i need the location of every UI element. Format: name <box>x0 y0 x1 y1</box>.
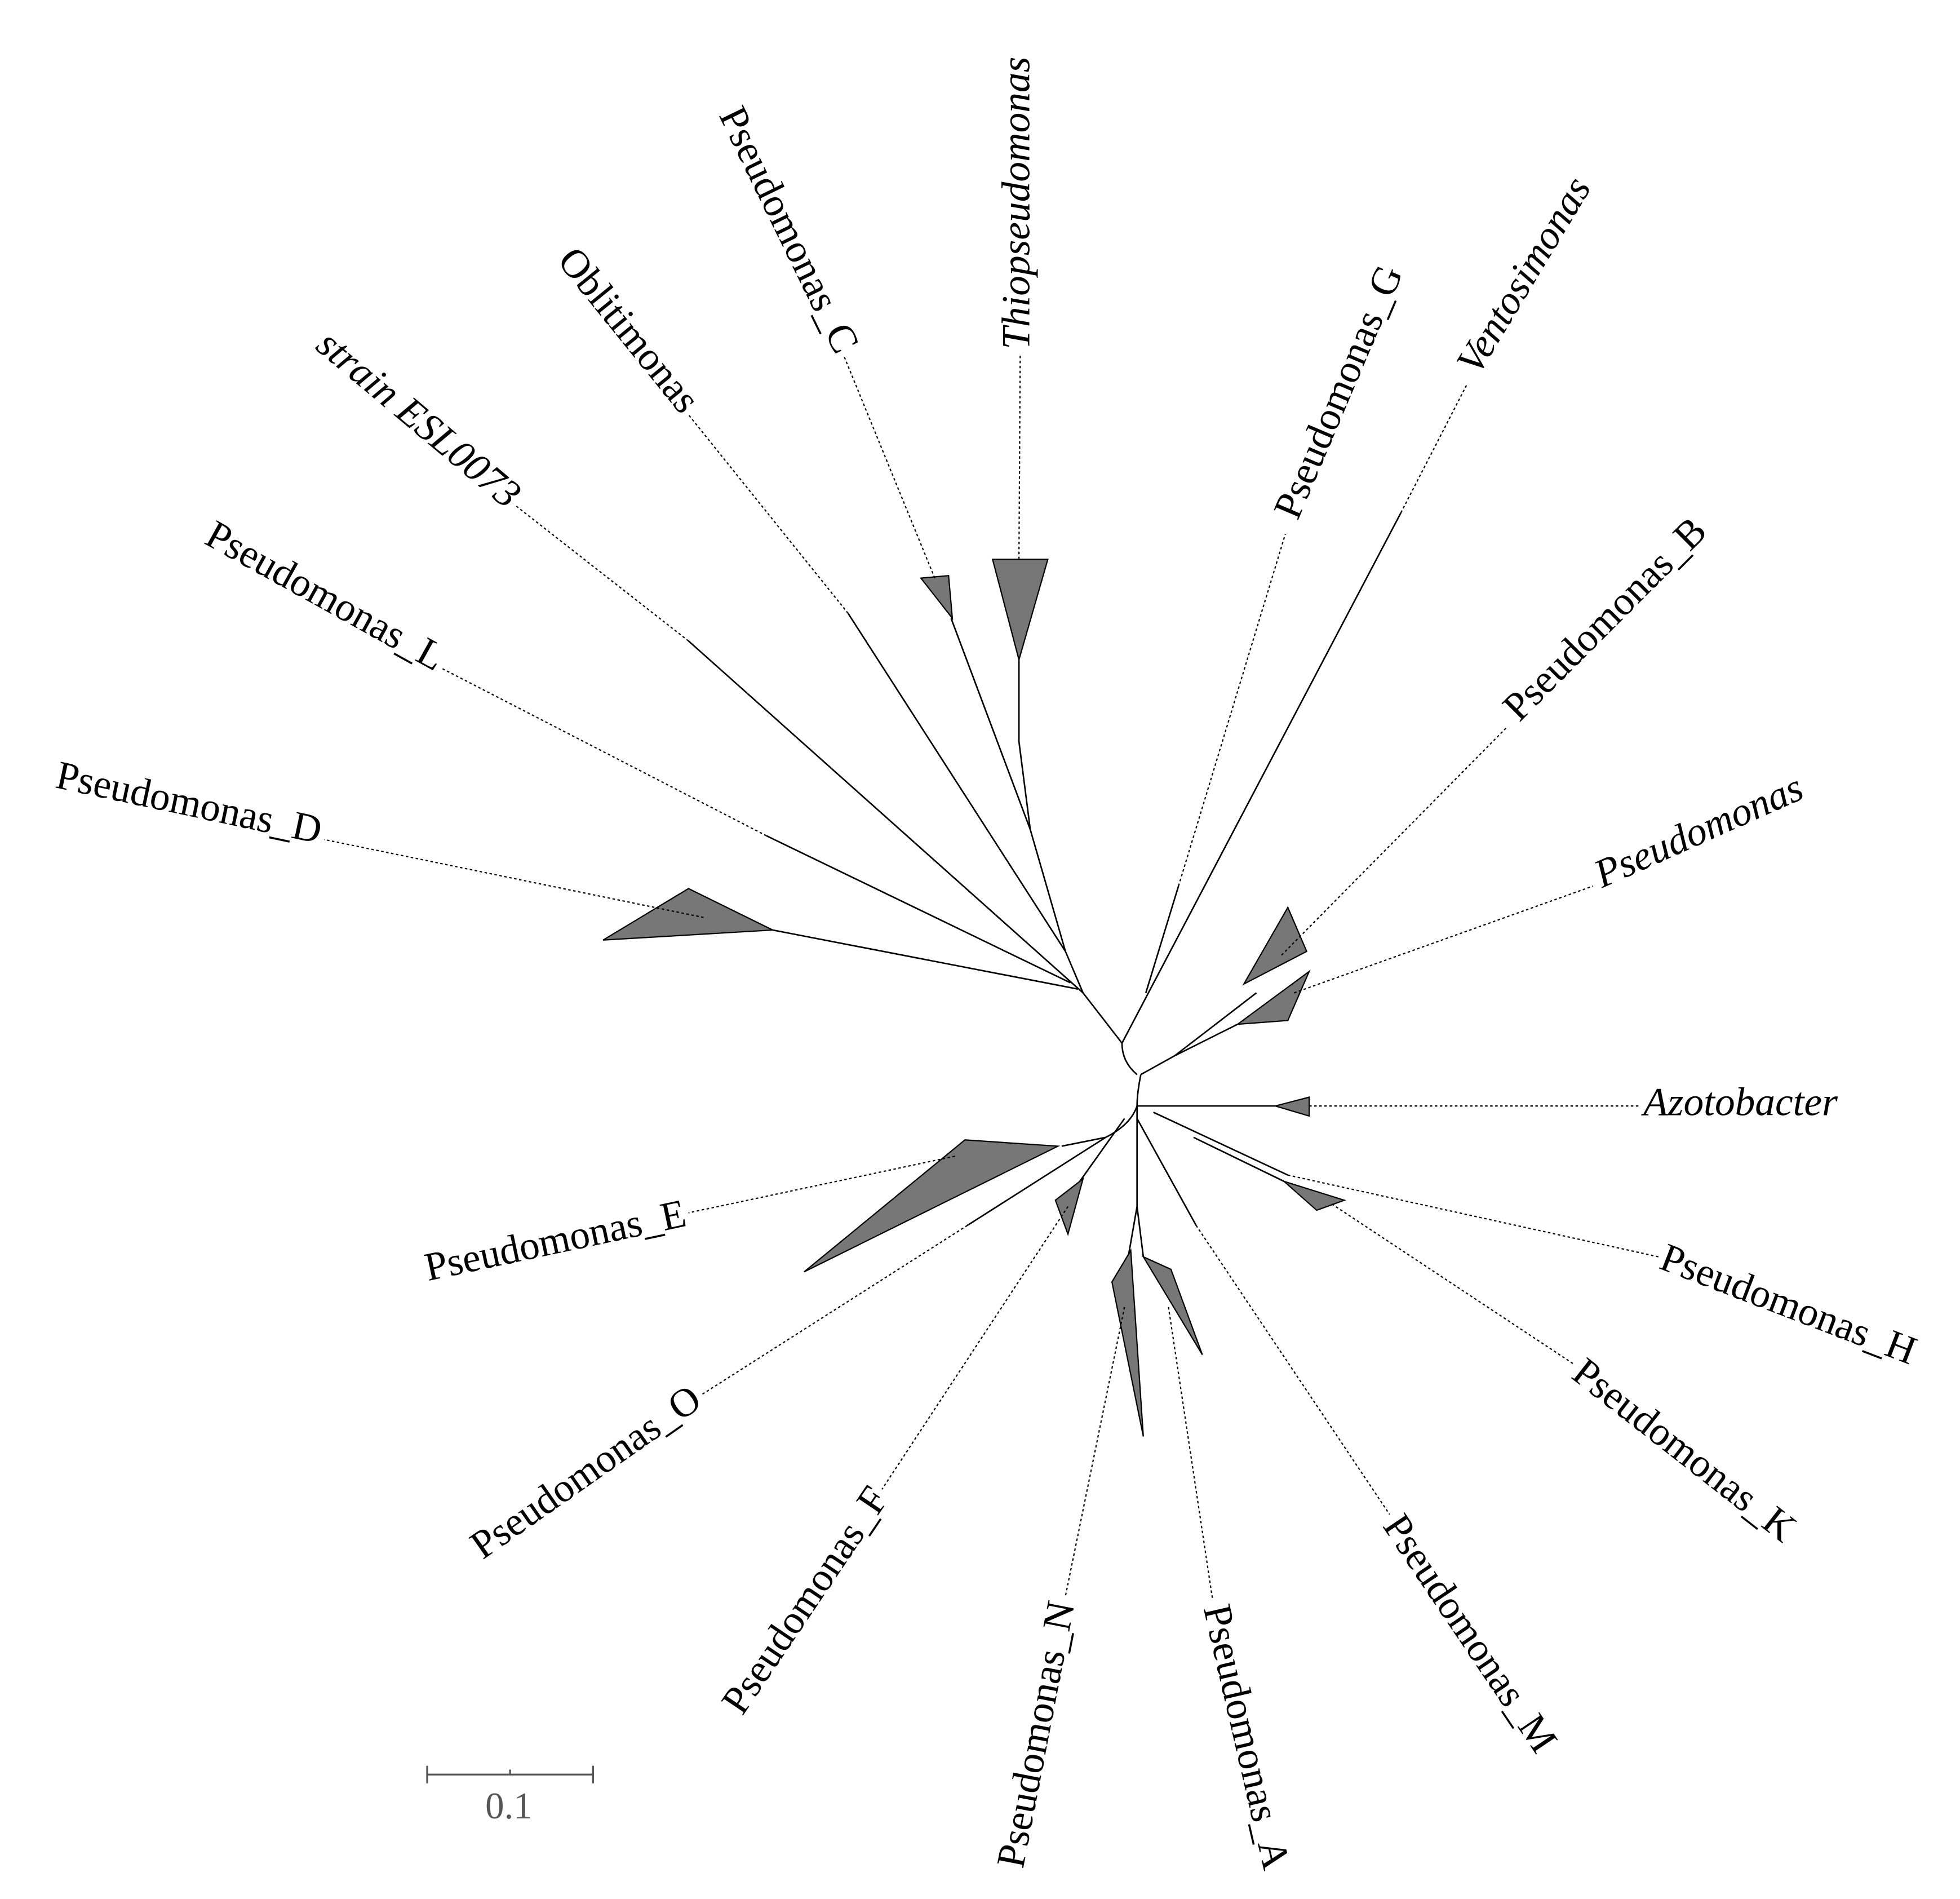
taxon-label: Pseudomonas_K <box>1564 1349 1804 1551</box>
taxon-label: Oblitimonas <box>549 238 709 421</box>
collapsed-clades <box>602 559 1347 1437</box>
taxon-label: Pseudomonas_O <box>462 1376 709 1568</box>
taxon-label: Pseudomonas_H <box>1655 1235 1923 1374</box>
taxon-labels: Thiopseudomonas Pseudomonas_C Oblitimona… <box>52 57 1923 1874</box>
taxon-label: Pseudomonas_D <box>52 752 326 852</box>
taxon-label: Pseudomonas_N <box>988 1597 1083 1871</box>
taxon-label: Azotobacter <box>1641 1079 1838 1124</box>
taxon-label: Pseudomonas <box>1587 765 1810 897</box>
taxon-label: Pseudomonas_C <box>711 99 868 360</box>
taxon-label: Pseudomonas_B <box>1494 508 1715 729</box>
scale-bar-label: 0.1 <box>485 1785 533 1827</box>
leader-lines <box>323 354 1659 1599</box>
taxon-label: Pseudomonas_G <box>1265 259 1412 525</box>
taxon-label: Pseudomonas_A <box>1195 1600 1299 1874</box>
taxon-label: Thiopseudomonas <box>994 57 1039 349</box>
scale-bar: 0.1 <box>426 1765 594 1827</box>
taxon-label: Pseudomonas_L <box>198 512 453 680</box>
taxon-label: Ventosimonas <box>1448 169 1600 382</box>
taxon-label: Pseudomonas_E <box>420 1191 690 1290</box>
taxon-label: Pseudomonas_M <box>1374 1506 1566 1761</box>
branches <box>688 512 1402 1257</box>
taxon-label: strain ESL0073 <box>308 321 529 517</box>
taxon-label: Pseudomonas_F <box>713 1479 897 1722</box>
